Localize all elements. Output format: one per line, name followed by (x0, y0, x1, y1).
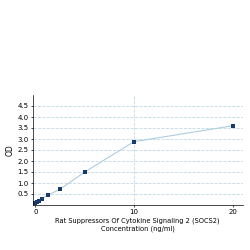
Point (58, 187, 62, 191)
Point (34, 201, 38, 205)
Point (132, 140, 136, 144)
X-axis label: Rat Suppressors Of Cytokine Signaling 2 (SOCS2)
Concentration (ng/ml): Rat Suppressors Of Cytokine Signaling 2 … (55, 218, 220, 232)
Point (40, 196, 44, 200)
Point (35, 200, 39, 204)
Point (83, 170, 87, 174)
Point (36, 199, 40, 203)
Point (46, 193, 50, 197)
Y-axis label: OD: OD (5, 144, 14, 156)
Point (231, 124, 235, 128)
